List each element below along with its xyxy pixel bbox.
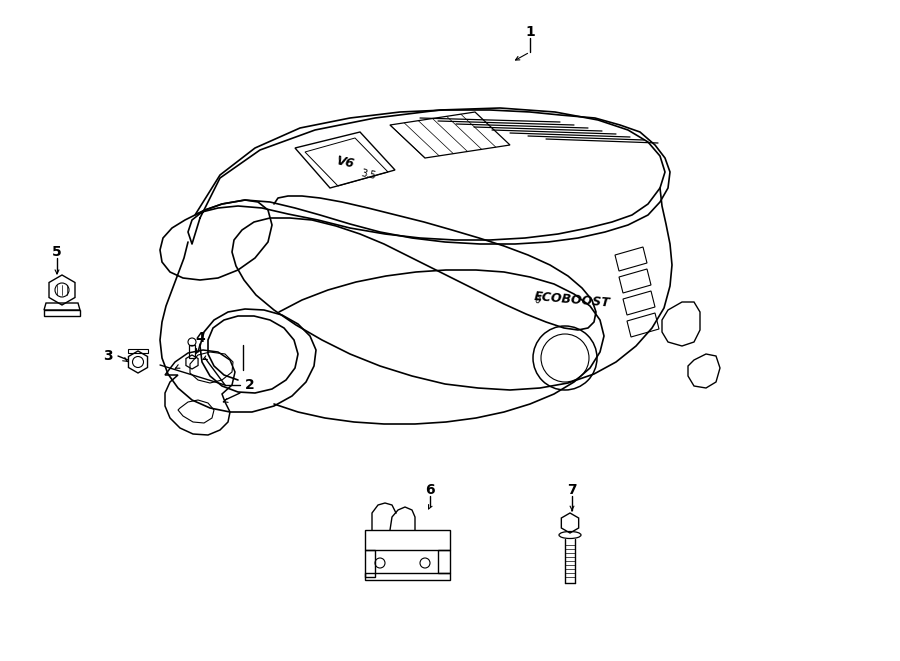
Text: 5: 5 [52,245,62,259]
Text: 7: 7 [567,483,577,497]
Text: 3: 3 [104,349,112,363]
Text: ECOBOOST: ECOBOOST [534,290,611,310]
Text: 3.5: 3.5 [359,169,376,182]
Text: 1: 1 [525,25,535,39]
Text: 2: 2 [245,378,255,392]
Text: 4: 4 [195,331,205,345]
Text: 6: 6 [425,483,435,497]
Text: V6: V6 [335,154,356,171]
Text: ∂: ∂ [535,295,541,305]
